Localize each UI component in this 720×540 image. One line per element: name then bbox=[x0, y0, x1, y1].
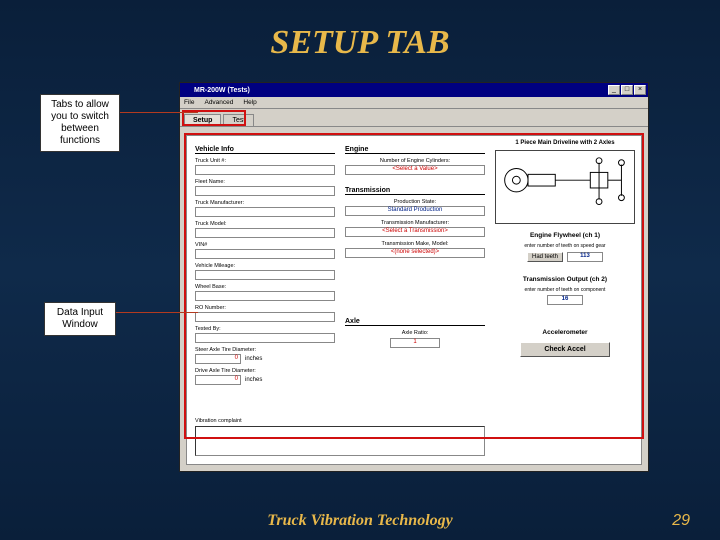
menu-help[interactable]: Help bbox=[243, 99, 256, 106]
cyl-select[interactable]: <Select a Value> bbox=[345, 165, 485, 175]
unit-input[interactable] bbox=[195, 165, 335, 175]
titlebar: MR-200W (Tests) _ □ × bbox=[180, 83, 648, 97]
fleet-label: Fleet Name: bbox=[195, 179, 335, 185]
content-panel: Vehicle Info Truck Unit #: Fleet Name: T… bbox=[186, 135, 642, 465]
callout-tabs: Tabs to allow you to switch between func… bbox=[40, 94, 120, 152]
cyl-label: Number of Engine Cylinders: bbox=[345, 158, 485, 164]
minimize-button[interactable]: _ bbox=[608, 85, 620, 95]
mfr-label: Truck Manufacturer: bbox=[195, 200, 335, 206]
flywheel-heading: Engine Flywheel (ch 1) bbox=[495, 232, 635, 239]
testedby-input[interactable] bbox=[195, 333, 335, 343]
flywheel-teeth-input[interactable]: 113 bbox=[567, 252, 603, 262]
had-teeth-button[interactable]: Had teeth bbox=[527, 252, 563, 262]
transout-tip: enter number of teeth on component bbox=[495, 287, 635, 293]
ro-label: RO Number: bbox=[195, 305, 335, 311]
prod-select[interactable]: Standard Production bbox=[345, 206, 485, 216]
menu-file[interactable]: File bbox=[184, 99, 194, 106]
unit-label: Truck Unit #: bbox=[195, 158, 335, 164]
drive-units: inches bbox=[245, 377, 262, 383]
check-accel-button[interactable]: Check Accel bbox=[520, 342, 610, 357]
prod-label: Production State: bbox=[345, 199, 485, 205]
wheelbase-label: Wheel Base: bbox=[195, 284, 335, 290]
mileage-label: Vehicle Mileage: bbox=[195, 263, 335, 269]
comments-textarea[interactable] bbox=[195, 426, 485, 456]
steer-input[interactable]: 0 bbox=[195, 354, 241, 364]
powertrain-column: Engine Number of Engine Cylinders: <Sele… bbox=[345, 140, 485, 348]
transmodel-select[interactable]: <(none selected)> bbox=[345, 248, 485, 258]
vehicle-info-column: Vehicle Info Truck Unit #: Fleet Name: T… bbox=[195, 140, 335, 385]
vin-input[interactable] bbox=[195, 249, 335, 259]
close-button[interactable]: × bbox=[634, 85, 646, 95]
model-label: Truck Model: bbox=[195, 221, 335, 227]
diagram-column: 1 Piece Main Driveline with 2 Axles bbox=[495, 140, 635, 357]
trans-heading: Transmission bbox=[345, 187, 485, 195]
model-input[interactable] bbox=[195, 228, 335, 238]
window-title: MR-200W (Tests) bbox=[194, 87, 607, 94]
drive-input[interactable]: 0 bbox=[195, 375, 241, 385]
transmfr-label: Transmission Manufacturer: bbox=[345, 220, 485, 226]
app-icon bbox=[182, 85, 192, 95]
callout-line bbox=[116, 312, 198, 313]
testedby-label: Tested By: bbox=[195, 326, 335, 332]
diagram-caption: 1 Piece Main Driveline with 2 Axles bbox=[495, 140, 635, 146]
tab-test[interactable]: Test bbox=[223, 114, 254, 126]
vin-label: VIN# bbox=[195, 242, 335, 248]
fleet-input[interactable] bbox=[195, 186, 335, 196]
tab-setup[interactable]: Setup bbox=[184, 114, 221, 126]
flywheel-tip: enter number of teeth on speed gear bbox=[495, 243, 635, 249]
axleratio-input[interactable]: 1 bbox=[390, 338, 440, 348]
callout-data: Data Input Window bbox=[44, 302, 116, 336]
menubar: File Advanced Help bbox=[180, 97, 648, 109]
transmodel-label: Transmission Make, Model: bbox=[345, 241, 485, 247]
accel-heading: Accelerometer bbox=[495, 329, 635, 336]
ro-input[interactable] bbox=[195, 312, 335, 322]
maximize-button[interactable]: □ bbox=[621, 85, 633, 95]
tabstrip: Setup Test bbox=[180, 109, 648, 127]
axle-heading: Axle bbox=[345, 318, 485, 326]
footer: Truck Vibration Technology 29 bbox=[0, 512, 720, 530]
transmfr-select[interactable]: <Select a Transmission> bbox=[345, 227, 485, 237]
comments-label: Vibration complaint bbox=[195, 418, 242, 424]
transout-input[interactable]: 16 bbox=[547, 295, 583, 305]
vehicle-heading: Vehicle Info bbox=[195, 146, 335, 154]
app-window: MR-200W (Tests) _ □ × File Advanced Help… bbox=[179, 82, 649, 472]
wheelbase-input[interactable] bbox=[195, 291, 335, 301]
menu-advanced[interactable]: Advanced bbox=[204, 99, 233, 106]
transout-heading: Transmission Output (ch 2) bbox=[495, 276, 635, 283]
page-number: 29 bbox=[672, 512, 690, 530]
mfr-input[interactable] bbox=[195, 207, 335, 217]
engine-heading: Engine bbox=[345, 146, 485, 154]
driveline-diagram bbox=[495, 150, 635, 224]
mileage-input[interactable] bbox=[195, 270, 335, 280]
callout-line bbox=[120, 112, 198, 113]
footer-text: Truck Vibration Technology bbox=[0, 512, 720, 530]
axleratio-label: Axle Ratio: bbox=[345, 330, 485, 336]
steer-units: inches bbox=[245, 356, 262, 362]
slide-title: SETUP TAB bbox=[0, 24, 720, 62]
